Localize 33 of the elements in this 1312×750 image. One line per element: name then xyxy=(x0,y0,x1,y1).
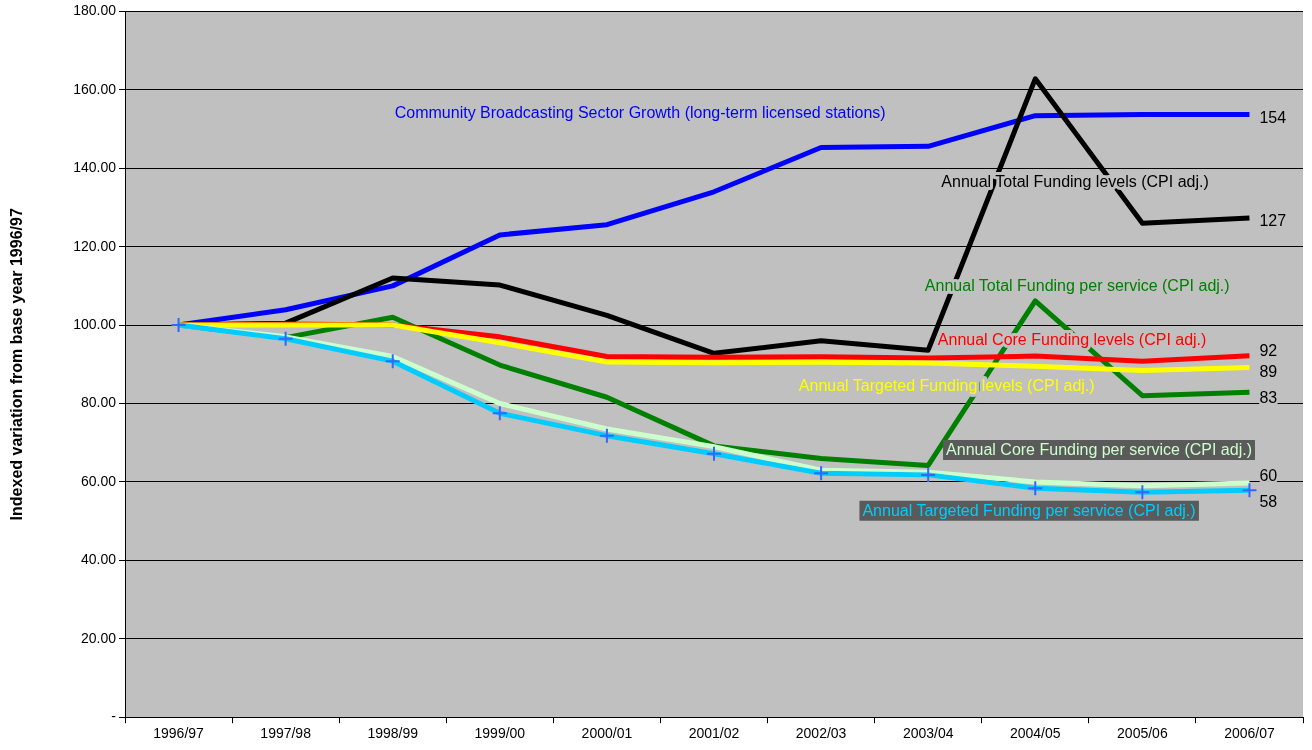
series-label: Annual Targeted Funding per service (CPI adj.) xyxy=(862,501,1196,519)
annotation: 83 xyxy=(1259,389,1278,407)
y-tick-label: 40.00 xyxy=(80,551,117,568)
annotation: 92 xyxy=(1259,341,1278,359)
x-tick-label: 2003/04 xyxy=(902,725,954,742)
x-tick-label: 1999/00 xyxy=(474,725,526,742)
y-tick-label: 80.00 xyxy=(80,394,117,411)
annotation: 89 xyxy=(1259,363,1278,381)
x-tick-label: 2001/02 xyxy=(688,725,740,742)
y-tick-label: 60.00 xyxy=(80,472,117,489)
x-tick-label: 2002/03 xyxy=(795,725,847,742)
y-tick-label: - xyxy=(111,708,117,725)
annotation: 127 xyxy=(1259,212,1287,230)
y-tick-label: 20.00 xyxy=(80,629,117,646)
series-label: Annual Core Funding per service (CPI adj.) xyxy=(946,441,1252,458)
x-tick-label: 1998/99 xyxy=(367,725,419,742)
x-tick-label: 2006/07 xyxy=(1224,725,1275,742)
annotation: 60 xyxy=(1259,467,1278,485)
y-tick-label: 140.00 xyxy=(73,159,117,176)
y-tick-label: 160.00 xyxy=(73,80,117,97)
x-tick-label: 1997/98 xyxy=(260,725,312,742)
series-label: Community Broadcasting Sector Growth (long-term licensed stations) xyxy=(394,104,886,122)
x-tick-label: 2000/01 xyxy=(581,725,633,742)
y-axis-title: Indexed variation from base year 1996/97 xyxy=(8,208,26,521)
x-tick-label: 2004/05 xyxy=(1009,725,1061,742)
y-tick-label: 100.00 xyxy=(73,315,117,332)
y-tick-label: 180.00 xyxy=(73,2,117,19)
annotation: 58 xyxy=(1259,493,1278,511)
annotation: 154 xyxy=(1259,108,1287,126)
series-label: Annual Targeted Funding levels (CPI adj.) xyxy=(798,377,1095,395)
y-tick-label: 120.00 xyxy=(73,237,117,254)
x-tick-label: 2005/06 xyxy=(1117,725,1168,742)
x-tick-label: 1996/97 xyxy=(153,725,205,742)
